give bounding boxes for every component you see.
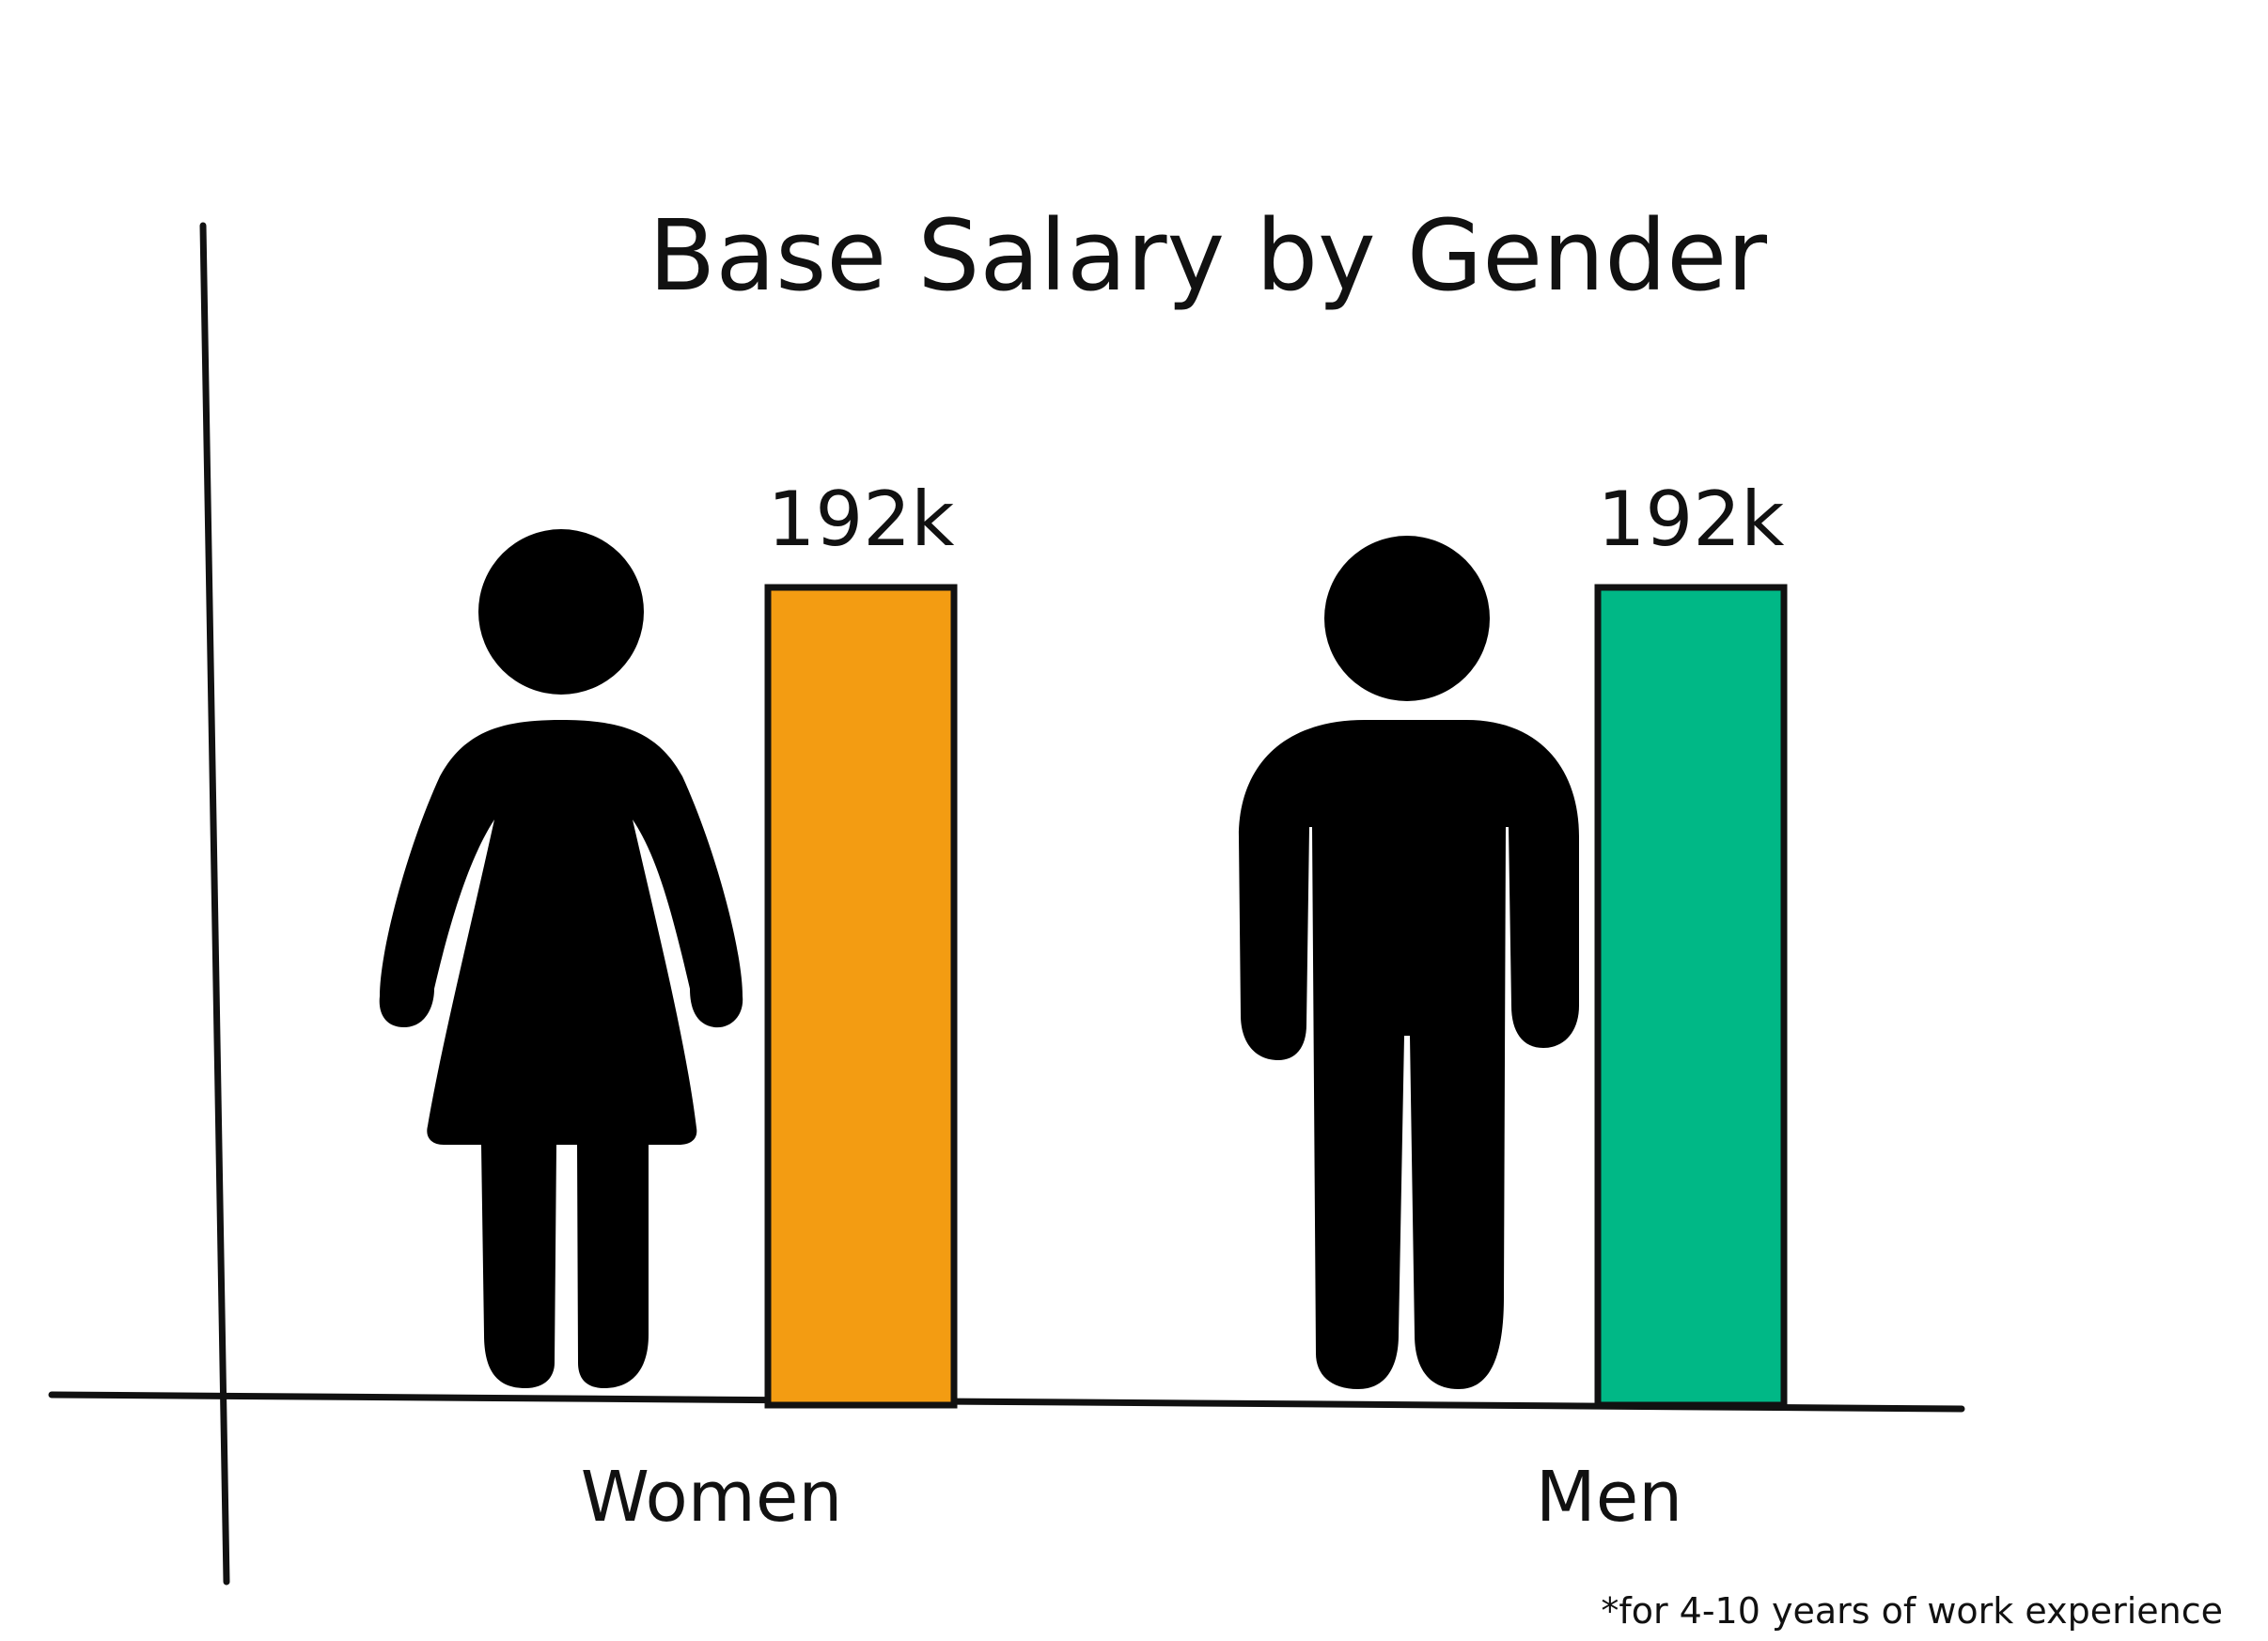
category-label-men: Men xyxy=(1536,1457,1682,1538)
chart-footnote: *for 4-10 years of work experience xyxy=(1601,1590,2223,1632)
man-figure-icon xyxy=(1239,536,1579,1389)
chart-title: Base Salary by Gender xyxy=(649,198,1767,313)
category-label-women: Women xyxy=(581,1457,843,1538)
bar-women xyxy=(764,584,958,1409)
bars-group: 192k Women 192k Men xyxy=(581,476,1788,1538)
bar-men xyxy=(1594,584,1788,1409)
value-label-men: 192k xyxy=(1597,476,1785,563)
y-axis xyxy=(199,222,230,1586)
woman-figure-icon xyxy=(379,529,743,1388)
value-label-women: 192k xyxy=(767,476,955,563)
